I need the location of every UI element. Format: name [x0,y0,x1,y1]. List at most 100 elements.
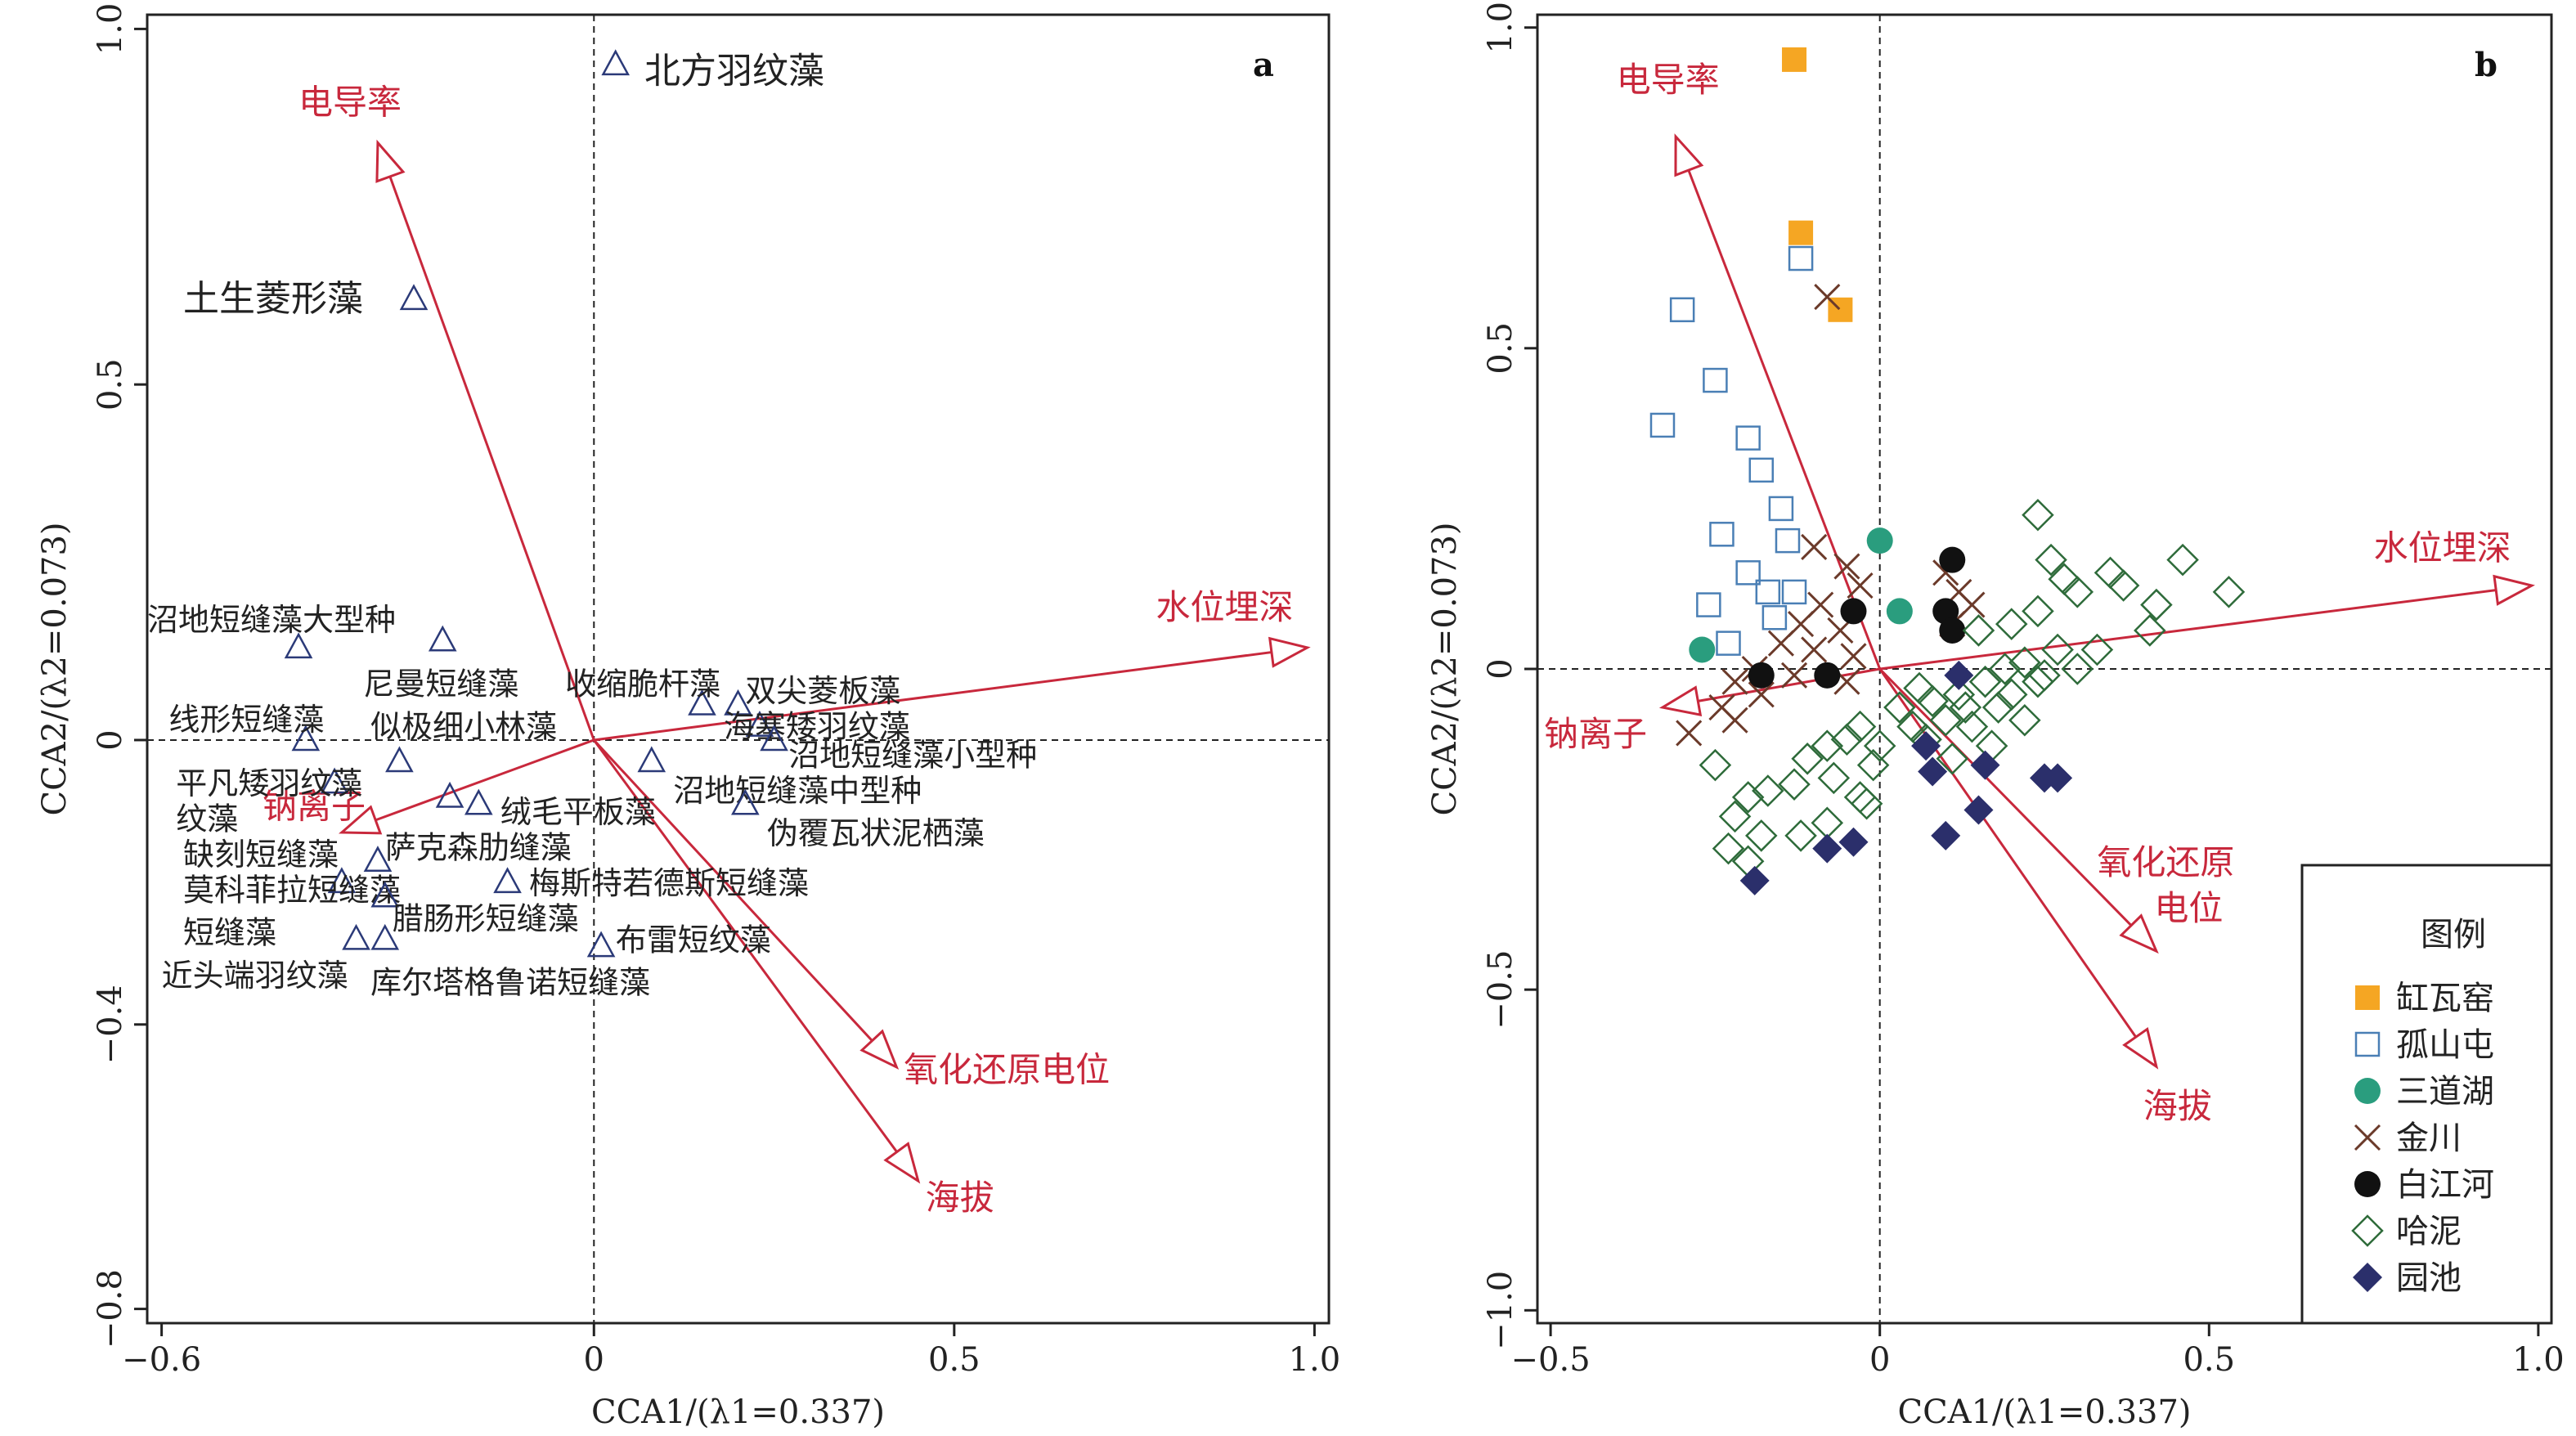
site-point [1963,795,1994,825]
y-tick-label: 1.0 [92,3,129,56]
env-vector-label: 电导率 [1617,60,1720,100]
species-label: 似极细小林藻 [370,709,557,745]
legend-marker [2355,985,2380,1010]
legend-marker [2354,1078,2381,1104]
site-point [2008,646,2041,679]
site-point [1856,748,1890,782]
site-point [1833,553,1860,580]
y-tick-label: −0.4 [92,985,129,1064]
species-label: 缺刻短缝藻 [183,837,339,873]
env-vector-e6b0b4e4bd8de59f8be6b7b1 [594,651,1272,742]
site-point [1721,668,1748,695]
env-vector-e6b0a7e58c96e8bf98e58e9f [593,738,873,1042]
site-point [1781,579,1807,605]
site-point [1735,560,1761,586]
site-point [1735,425,1761,451]
site-point [2061,576,2094,608]
x-tick-label: 1.0 [1289,1341,1341,1379]
y-tick-label: 1.0 [1482,2,1519,54]
species-point [688,689,716,716]
legend-marker [2353,1263,2382,1292]
site-point [1931,820,1961,850]
species-point [291,725,321,752]
x-stroke [1801,636,1828,663]
site-point [1748,681,1775,708]
env-vector-e6b0a7e58c96e8bf98e58e9f [1878,667,2133,927]
env-arrowhead [375,139,406,183]
species-label: 萨克森肋缝藻 [385,829,572,865]
species-point [760,725,788,752]
site-point [1699,748,1732,782]
y-tick-label: 0.5 [92,358,129,411]
site-point [1955,710,1989,743]
species-label: 梅斯特若德斯短缝藻 [529,865,809,901]
x-axis-title: CCA1/(λ1=0.337) [1897,1393,2191,1431]
site-point [1918,756,1948,787]
site-point [1916,684,1949,717]
species-label: 布雷短纹藻 [616,922,771,958]
x-tick-label: 0 [1869,1341,1890,1379]
site-point [2008,703,2041,737]
site-point [1939,546,1966,573]
species-label: 近头端羽纹藻 [162,958,348,994]
site-point [1755,579,1781,605]
site-point [1911,731,1941,761]
env-arrowhead [338,805,383,835]
env-vector-label: 水位埋深 [2374,528,2511,568]
y-tick-label: 0.5 [1482,322,1519,375]
site-point [1942,678,1976,711]
legend-entry-label: 缸瓦窑 [2396,980,2494,1017]
site-point [2022,595,2054,628]
panel-label: a [1253,46,1274,84]
y-tick-label: −1.0 [1482,1271,1519,1350]
species-label: 沼地短缝藻中型种 [673,773,922,809]
site-point [1669,297,1695,323]
site-point [1739,865,1770,895]
panel-a-ordination-plot: −0.6 0 0.5 1.0 −0.8 −0.4 0 0.5 1.0 CCA1/(λ1=0.337… [36,3,1340,1431]
env-arrowhead [883,1142,921,1184]
legend-entry-label: 三道湖 [2396,1073,2494,1111]
site-point [1784,819,1817,852]
y-tick-label: 0 [1482,658,1519,679]
env-vector-e6b0b4e4bd8de59f8be6b7b1 [1879,589,2497,671]
site-point [2022,498,2054,532]
species-label: 线形短缝藻 [168,702,324,738]
x-stroke [1748,681,1775,708]
env-arrowhead [2122,1026,2159,1070]
env-vector-label: 海拔 [926,1178,994,1218]
x-stroke [1833,668,1860,695]
site-point [1814,662,1841,689]
species-point [601,49,631,76]
site-point [1791,743,1824,775]
x-tick-label: 1.0 [2512,1341,2565,1379]
env-vector-label: 水位埋深 [1156,587,1294,627]
species-label: 沼地短缝藻小型种 [788,737,1037,773]
species-point [493,867,522,894]
x-stroke [1708,693,1735,721]
site-point [1801,636,1828,663]
x-tick-label: −0.5 [1511,1341,1591,1379]
species-label: 双尖菱板藻 [745,673,900,709]
species-label: 莫科菲拉短缝藻 [183,873,401,909]
site-point [1838,827,1869,857]
species-point [320,767,349,794]
site-point [1949,691,1982,724]
site-point [1778,768,1811,801]
site-point [1811,806,1844,840]
species-label: 海塞矮羽纹藻 [724,709,910,745]
site-point [1968,665,2002,698]
legend-marker [2354,1171,2381,1197]
species-label: 伪覆瓦状泥栖藻 [767,815,985,851]
species-label: 收缩脆杆藻 [565,666,720,702]
site-point [1752,774,1784,807]
site-point [1703,367,1728,393]
site-point [1850,787,1883,820]
site-point [1721,707,1748,734]
y-tick-label: −0.5 [1482,950,1519,1030]
site-point [1814,284,1841,311]
y-tick-label: 0 [92,729,129,750]
env-vector-e794b5e5afbce78e87 [388,176,595,741]
site-point [2140,588,2173,622]
site-point [1988,653,2022,685]
site-point [1883,691,1916,724]
